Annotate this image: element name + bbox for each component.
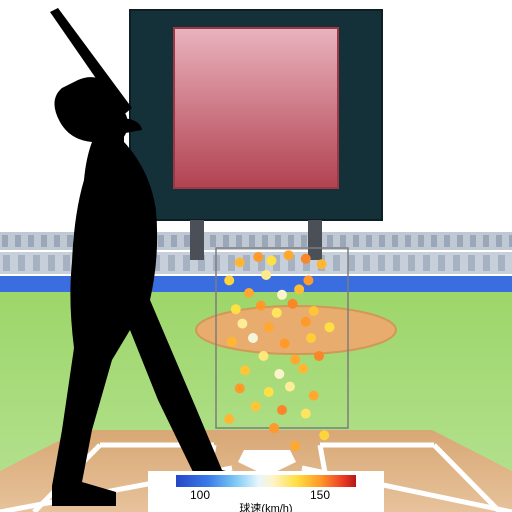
pitch-dot <box>259 351 269 361</box>
pitch-dot <box>325 322 335 332</box>
pitch-dot <box>269 423 279 433</box>
pitch-dot <box>274 369 284 379</box>
pitch-dot <box>240 365 250 375</box>
pitch-dot <box>277 405 287 415</box>
strike-zone <box>216 248 348 428</box>
pitch-dot <box>235 383 245 393</box>
pitch-dot <box>301 254 311 264</box>
pitch-dot <box>264 387 274 397</box>
pitch-dot <box>272 308 282 318</box>
pitch-dot <box>309 306 319 316</box>
pitch-dot <box>306 333 316 343</box>
colorbar-label: 球速(km/h) <box>239 501 292 512</box>
pitch-dot <box>303 275 313 285</box>
scoreboard-screen <box>174 28 338 188</box>
pitch-dot <box>224 275 234 285</box>
pitch-dot <box>266 256 276 266</box>
pitch-location-chart: 100 150 球速(km/h) <box>0 0 512 512</box>
pitch-dot <box>256 301 266 311</box>
pitch-dot <box>301 409 311 419</box>
pitch-dot <box>290 441 300 451</box>
pitch-dot <box>284 250 294 260</box>
pitch-dot <box>237 319 247 329</box>
colorbar-tick: 150 <box>310 488 330 502</box>
pitch-dot <box>264 322 274 332</box>
pitch-dot <box>261 270 271 280</box>
pitch-dot <box>294 284 304 294</box>
pitch-dot <box>290 355 300 365</box>
pitch-dot <box>309 391 319 401</box>
colorbar-tick: 100 <box>190 488 210 502</box>
pitch-dot <box>314 351 324 361</box>
pitch-dot <box>301 317 311 327</box>
pitch-dot <box>285 382 295 392</box>
pitch-dot <box>235 257 245 267</box>
pitch-dot <box>224 414 234 424</box>
pitch-dot <box>288 299 298 309</box>
pitch-dot <box>227 337 237 347</box>
pitch-dot <box>280 338 290 348</box>
pitch-dot <box>248 333 258 343</box>
scoreboard-pole <box>190 220 204 260</box>
pitch-dot <box>251 401 261 411</box>
pitch-dot <box>317 259 327 269</box>
pitch-dot <box>319 430 329 440</box>
pitch-dot <box>253 252 263 262</box>
colorbar <box>176 475 356 487</box>
pitch-dot <box>231 304 241 314</box>
pitch-dot <box>277 290 287 300</box>
pitch-dot <box>298 364 308 374</box>
pitch-dot <box>244 288 254 298</box>
